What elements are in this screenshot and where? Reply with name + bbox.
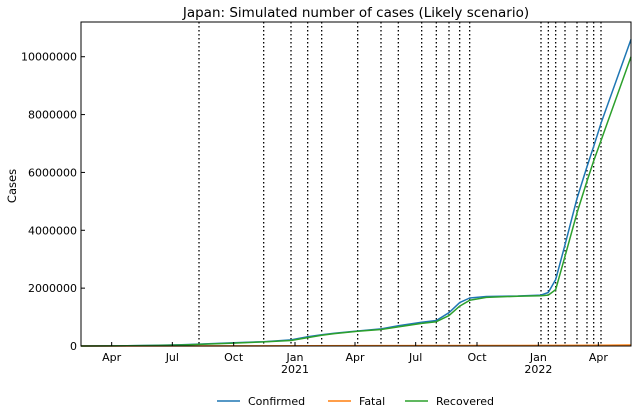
series-line-recovered — [80, 56, 632, 347]
legend-label-recovered: Recovered — [436, 395, 494, 408]
x-tick-label: Oct — [224, 351, 244, 364]
x-tick-year-label: 2022 — [524, 363, 552, 376]
event-lines — [198, 22, 602, 346]
y-tick-label: 4000000 — [28, 224, 77, 237]
x-tick-label: Apr — [102, 351, 122, 364]
y-tick-label: 10000000 — [21, 51, 77, 64]
x-tick-label: Jul — [165, 351, 179, 364]
legend-label-fatal: Fatal — [359, 395, 385, 408]
x-tick-label: Apr — [345, 351, 365, 364]
series-line-confirmed — [80, 39, 632, 347]
chart-title: Japan: Simulated number of cases (Likely… — [182, 5, 529, 21]
legend-label-confirmed: Confirmed — [248, 395, 305, 408]
axes: 0 2000000 4000000 6000000 8000000 10000000 Apr… — [21, 21, 632, 376]
x-tick-label: Jan — [529, 351, 547, 364]
y-tick-label: 8000000 — [28, 109, 77, 122]
y-axis-label: Cases — [5, 169, 19, 203]
x-tick-label: Oct — [467, 351, 487, 364]
y-tick-label: 2000000 — [28, 282, 77, 295]
series-lines — [80, 39, 632, 347]
plot-frame — [80, 21, 632, 347]
y-tick-label: 6000000 — [28, 166, 77, 179]
x-tick-label: Jul — [408, 351, 422, 364]
y-tick-label: 0 — [70, 340, 77, 353]
x-tick-label: Jan — [286, 351, 304, 364]
x-tick-label: Apr — [589, 351, 609, 364]
x-tick-year-label: 2021 — [281, 363, 309, 376]
legend: Confirmed Fatal Recovered — [217, 395, 494, 408]
